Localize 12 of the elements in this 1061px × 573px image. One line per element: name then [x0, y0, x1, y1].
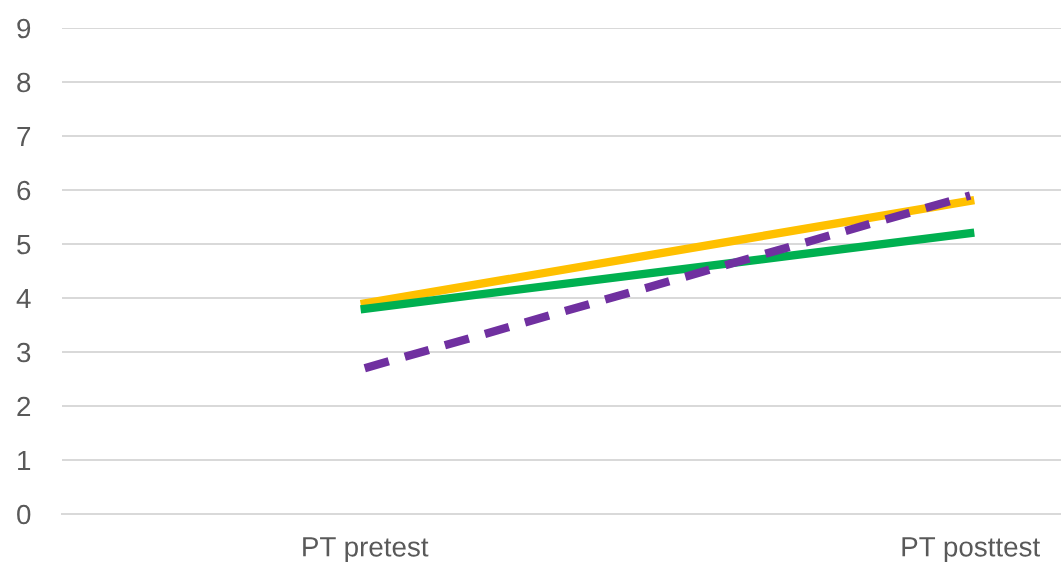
y-tick-label: 7 — [17, 126, 31, 147]
y-tick-label: 8 — [17, 72, 31, 93]
y-tick-label: 3 — [17, 342, 31, 363]
y-tick-label: 9 — [17, 18, 31, 39]
y-tick-label: 0 — [17, 504, 31, 525]
x-tick-label: PT pretest — [303, 537, 429, 563]
x-tick-label: PT posttest — [902, 537, 1040, 563]
y-tick-label: 4 — [16, 288, 31, 309]
y-tick-label: 6 — [17, 180, 31, 201]
y-tick-label: 1 — [18, 450, 31, 471]
y-tick-label: 2 — [17, 396, 31, 417]
y-tick-label: 5 — [17, 234, 31, 255]
